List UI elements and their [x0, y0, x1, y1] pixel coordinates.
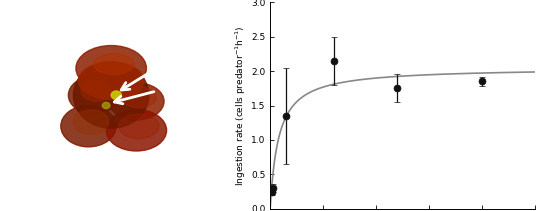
Ellipse shape	[73, 62, 149, 128]
Ellipse shape	[103, 102, 110, 109]
Y-axis label: Ingestion rate (cells predator$^{-1}$h$^{-1}$): Ingestion rate (cells predator$^{-1}$h$^…	[234, 25, 248, 186]
Ellipse shape	[109, 83, 164, 120]
Ellipse shape	[93, 54, 134, 74]
Ellipse shape	[73, 110, 109, 134]
Ellipse shape	[111, 91, 122, 99]
Ellipse shape	[69, 77, 119, 114]
Ellipse shape	[78, 62, 144, 99]
Ellipse shape	[122, 87, 157, 108]
Ellipse shape	[81, 81, 111, 101]
Ellipse shape	[61, 106, 116, 147]
Ellipse shape	[106, 110, 166, 151]
Ellipse shape	[76, 46, 146, 91]
Ellipse shape	[119, 114, 159, 139]
